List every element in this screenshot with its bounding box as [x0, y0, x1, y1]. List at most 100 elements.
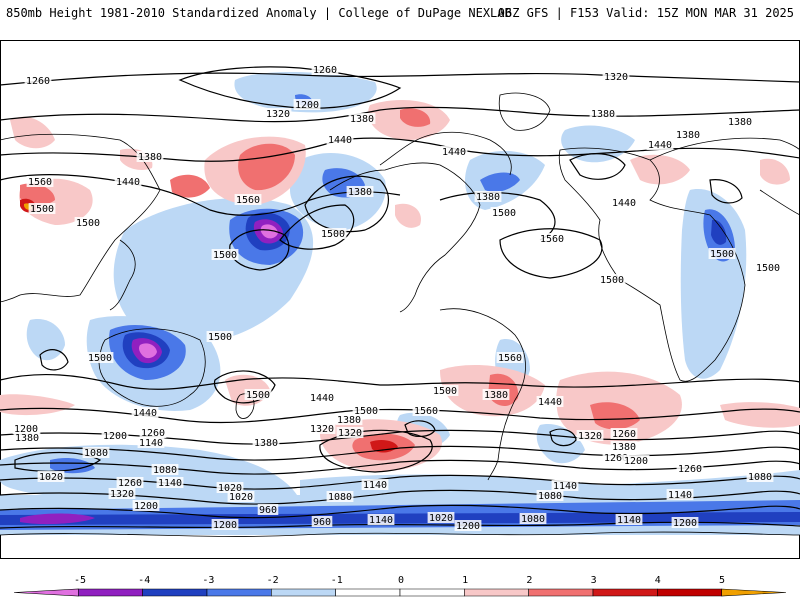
contour-label: 1560	[236, 195, 260, 206]
contour-label: 1200	[213, 520, 237, 531]
contour-label: 1500	[492, 208, 516, 219]
contour-label-bg	[336, 427, 364, 438]
colorbar-tick-label: -3	[202, 575, 214, 586]
contour-label: 1380	[350, 114, 374, 125]
colorbar-segment	[206, 588, 272, 597]
colorbar-segment	[721, 588, 787, 597]
contour-label: 1500	[433, 386, 457, 397]
contour-label: 1440	[310, 393, 334, 404]
colorbar-segment	[399, 588, 465, 597]
contour-label-bg	[646, 139, 674, 150]
contour-label-bg	[726, 116, 754, 127]
contour-label-bg	[206, 331, 234, 342]
contour-label: 1140	[668, 490, 692, 501]
contour-label-bg	[252, 437, 280, 448]
contour-label-bg	[602, 71, 630, 82]
colorbar-ticks: -5 -4 -3 -2 -1 0 1 2 3 4 5	[74, 575, 725, 586]
colorbar-tick-label: 5	[719, 575, 725, 586]
contour-label-bg	[335, 414, 363, 425]
contour-label: 1260	[26, 76, 50, 87]
contour-label-bg	[234, 194, 262, 205]
map-title: 850mb Height 1981-2010 Standardized Anom…	[6, 6, 512, 20]
contour-label-bg	[74, 217, 102, 228]
contour-label: 1080	[521, 514, 545, 525]
contour-label: 1080	[328, 492, 352, 503]
contour-label: 1380	[612, 442, 636, 453]
contour-label-bg	[326, 134, 354, 145]
contour-label: 1020	[429, 513, 453, 524]
contour-label-bg	[490, 207, 518, 218]
contour-label: 1440	[116, 177, 140, 188]
contour-label-bg	[536, 490, 564, 501]
contour-label-bg	[674, 129, 702, 140]
contour-label-bg	[412, 405, 440, 416]
contour-label: 1320	[604, 72, 628, 83]
contour-label: 1200	[673, 518, 697, 529]
contour-label-bg	[136, 151, 164, 162]
contour-label-bg	[754, 262, 782, 273]
contour-label-bg	[746, 471, 774, 482]
contour-label: 1500	[321, 229, 345, 240]
contour-label-bg	[311, 516, 333, 527]
colorbar-tick-label: -2	[267, 575, 279, 586]
contour-label: 1500	[30, 204, 54, 215]
contour-label: 1380	[348, 187, 372, 198]
contour-label: 1260	[118, 478, 142, 489]
contour-label: 1500	[354, 406, 378, 417]
contour-label-bg	[26, 176, 54, 187]
contour-label: 1200	[134, 501, 158, 512]
contour-label-bg	[319, 228, 347, 239]
contour-label-bg	[308, 423, 336, 434]
contour-label-bg	[24, 75, 52, 86]
contour-label-bg	[367, 514, 395, 525]
colorbar-segment	[335, 588, 401, 597]
contour-label-bg	[348, 113, 376, 124]
contour-label: 1080	[538, 491, 562, 502]
contour-label: 1500	[710, 249, 734, 260]
contour-label: 1380	[138, 152, 162, 163]
colorbar-tick-label: -4	[138, 575, 150, 586]
contour-label-bg	[610, 428, 638, 439]
colorbar-tick-label: 1	[462, 575, 468, 586]
contour-labels: 1260 1260 1200 1320 1380 1320 1380 1440 1380 1380…	[12, 64, 782, 532]
contour-label: 1260	[141, 428, 165, 439]
anomaly-neg4-areas	[20, 219, 283, 525]
contour-label-bg	[293, 99, 321, 110]
contour-label: 1140	[139, 438, 163, 449]
colorbar	[13, 588, 787, 597]
contour-label: 960	[313, 517, 331, 528]
contour-label: 1140	[369, 515, 393, 526]
contour-label: 1020	[218, 483, 242, 494]
contour-label-bg	[666, 489, 694, 500]
contour-label: 1200	[14, 424, 38, 435]
model-run-info: 06Z GFS | F153 Valid: 15Z MON MAR 31 202…	[497, 6, 794, 20]
colorbar-tick-label: 3	[591, 575, 597, 586]
contour-label-bg	[496, 352, 524, 363]
contour-label: 1260	[313, 65, 337, 76]
contour-label: 1440	[648, 140, 672, 151]
contour-label-bg	[598, 274, 626, 285]
contour-label-bg	[346, 186, 374, 197]
colorbar-legend: -5 -4 -3 -2 -1 0 1 2 3 4 5	[13, 575, 787, 597]
contour-label: 1200	[103, 431, 127, 442]
contour-label: 1500	[756, 263, 780, 274]
contour-label-bg	[132, 500, 160, 511]
contour-label: 1500	[246, 390, 270, 401]
contour-label: 1500	[88, 353, 112, 364]
contour-label-bg	[139, 427, 167, 438]
contour-label: 1260	[604, 453, 628, 464]
contour-label-bg	[352, 405, 380, 416]
colorbar-tick-label: 4	[655, 575, 661, 586]
contour-label-bg	[13, 432, 41, 443]
contour-label: 1320	[338, 428, 362, 439]
contour-label: 1380	[676, 130, 700, 141]
contour-label: 1440	[133, 408, 157, 419]
colorbar-segment	[142, 588, 208, 597]
contour-label: 1380	[476, 192, 500, 203]
contour-label: 1320	[266, 109, 290, 120]
contour-label-bg	[536, 396, 564, 407]
anomaly-neg5-areas	[139, 224, 278, 359]
contour-label-bg	[610, 441, 638, 452]
colorbar-segment	[271, 588, 336, 597]
colorbar-segment	[13, 588, 79, 597]
